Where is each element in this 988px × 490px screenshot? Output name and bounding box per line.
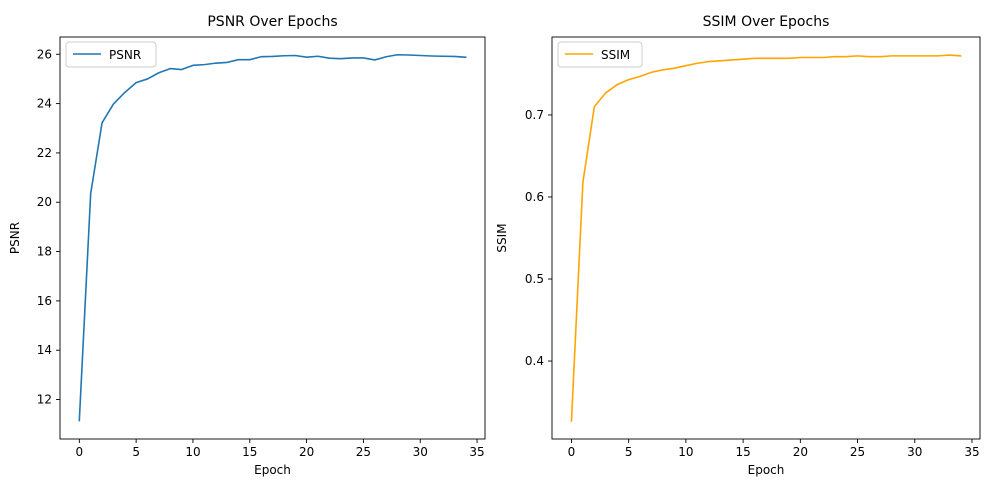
x-tick-label: 35: [469, 445, 484, 459]
x-tick-label: 0: [75, 445, 83, 459]
x-tick-label: 0: [568, 445, 576, 459]
x-tick-label: 10: [678, 445, 693, 459]
y-tick-label: 12: [37, 393, 52, 407]
x-tick-label: 30: [907, 445, 922, 459]
series-line-psnr: [78, 53, 467, 422]
chart-title: SSIM Over Epochs: [703, 14, 830, 30]
y-tick-label: 16: [37, 294, 52, 308]
x-axis-label: Epoch: [748, 463, 785, 477]
x-tick-label: 5: [625, 445, 633, 459]
plot-frame: [551, 36, 981, 440]
x-axis-label: Epoch: [254, 463, 291, 477]
series-line-ssim: [570, 54, 962, 422]
chart-title: PSNR Over Epochs: [207, 14, 337, 30]
psnr-chart: PSNR Over Epochs 0 5 10 15 20 25 30 35 12 14 16 18 20…: [8, 14, 486, 477]
y-tick-label: 20: [37, 195, 52, 209]
y-tick-label: 0.7: [525, 108, 544, 122]
y-tick-label: 26: [37, 47, 52, 61]
x-tick-label: 5: [132, 445, 140, 459]
legend-box: [65, 41, 157, 68]
x-tick-label: 30: [413, 445, 428, 459]
ssim-chart: SSIM Over Epochs 0 5 10 15 20 25 30 35 0.4 0.5 0.6 0…: [495, 14, 981, 477]
legend: SSIM: [557, 41, 643, 68]
legend: PSNR: [65, 41, 157, 68]
y-tick-label: 0.5: [525, 272, 544, 286]
x-tick-label: 25: [356, 445, 371, 459]
y-tick-label: 0.6: [525, 190, 544, 204]
y-tick-label: 14: [37, 343, 52, 357]
y-axis-label: PSNR: [8, 222, 22, 254]
legend-label: PSNR: [109, 48, 141, 62]
y-tick-label: 0.4: [525, 354, 544, 368]
x-tick-label: 35: [964, 445, 979, 459]
x-tick-label: 15: [735, 445, 750, 459]
y-tick-label: 24: [37, 97, 52, 111]
plot-frame: [59, 36, 486, 440]
x-tick-label: 25: [850, 445, 865, 459]
y-tick-label: 18: [37, 245, 52, 259]
x-tick-label: 15: [242, 445, 257, 459]
y-tick-label: 22: [37, 146, 52, 160]
legend-label: SSIM: [601, 48, 630, 62]
legend-box: [557, 41, 643, 68]
y-axis-label: SSIM: [495, 223, 509, 252]
x-tick-label: 10: [185, 445, 200, 459]
x-tick-label: 20: [793, 445, 808, 459]
x-tick-label: 20: [299, 445, 314, 459]
